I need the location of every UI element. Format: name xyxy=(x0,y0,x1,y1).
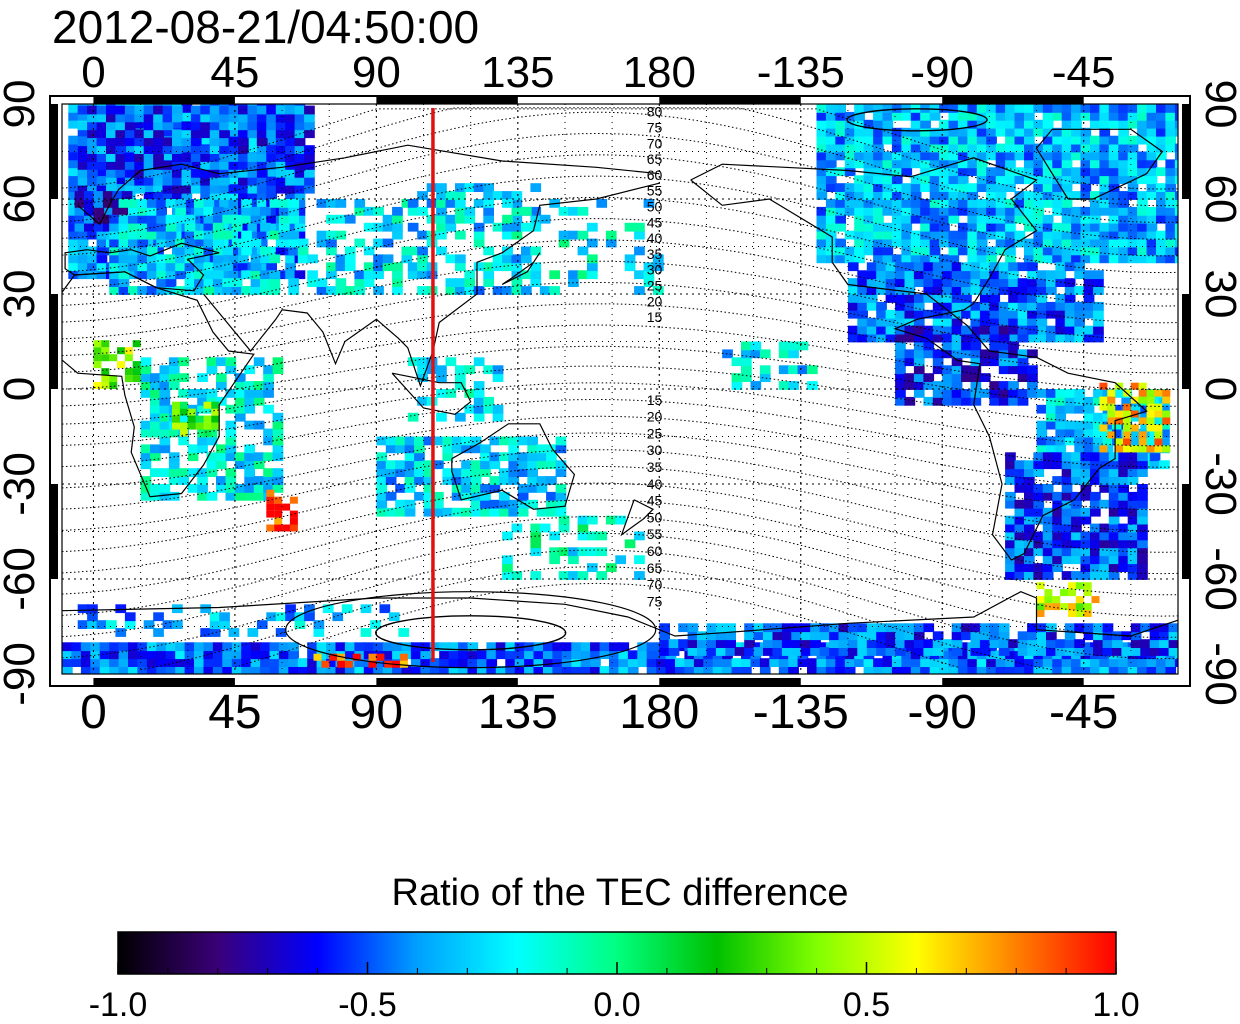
lat-tick-right: -30 xyxy=(1196,452,1240,516)
map-gridlines xyxy=(62,104,1178,674)
contour-label: 35 xyxy=(647,459,663,475)
map-tick-labels: 0 0 45 45 90 90 135 135 180 180 -135 -135 -90 -90 -45 -… xyxy=(0,48,1240,739)
contour-label: 70 xyxy=(647,577,663,593)
lat-tick-left: 0 xyxy=(0,377,44,401)
lat-tick-left: 90 xyxy=(0,80,44,129)
north-magnetic-oval xyxy=(846,108,988,132)
contour-label: 45 xyxy=(647,493,663,509)
contour-label: 60 xyxy=(647,167,663,183)
lon-tick-top: 135 xyxy=(481,48,554,97)
contour-label: 80 xyxy=(647,104,663,120)
lon-tick-bottom: 180 xyxy=(619,686,699,739)
lon-tick-bottom: -45 xyxy=(1049,686,1118,739)
lat-tick-right: -90 xyxy=(1196,642,1240,706)
lon-tick-top: 0 xyxy=(81,48,105,97)
lon-tick-bottom: 90 xyxy=(350,686,403,739)
contour-label: 25 xyxy=(647,425,663,441)
contour-label: 70 xyxy=(647,135,663,151)
lon-tick-top: 90 xyxy=(352,48,401,97)
tec-data-patches xyxy=(62,104,1178,674)
contour-label: 25 xyxy=(647,278,663,294)
coastlines xyxy=(62,128,1178,637)
colorbar-tick-label: -1.0 xyxy=(89,986,148,1024)
colorbar: -1.0 -0.5 0.0 0.5 1.0 xyxy=(89,931,1140,1024)
contour-label: 40 xyxy=(647,230,663,246)
contour-label: 20 xyxy=(647,409,663,425)
lon-tick-bottom: -135 xyxy=(753,686,849,739)
contour-label: 55 xyxy=(647,526,663,542)
contour-label: 75 xyxy=(647,120,663,136)
lat-tick-left: -90 xyxy=(0,642,44,706)
lon-tick-bottom: 0 xyxy=(80,686,107,739)
contour-label: 15 xyxy=(647,392,663,408)
lon-tick-bottom: -90 xyxy=(908,686,977,739)
lon-tick-top: -45 xyxy=(1052,48,1116,97)
outer-frame xyxy=(49,95,1191,687)
lat-tick-left: -30 xyxy=(0,452,44,516)
contour-label: 20 xyxy=(647,293,663,309)
map-frame xyxy=(49,95,1191,687)
lat-tick-right: 60 xyxy=(1196,175,1240,224)
contour-label: 55 xyxy=(647,183,663,199)
contour-label: 50 xyxy=(647,509,663,525)
lat-tick-left: -60 xyxy=(0,547,44,611)
colorbar-tick-label: 1.0 xyxy=(1092,986,1139,1024)
lat-tick-left: 30 xyxy=(0,270,44,319)
lat-tick-left: 60 xyxy=(0,175,44,224)
contour-label: 65 xyxy=(647,151,663,167)
contour-label: 40 xyxy=(647,476,663,492)
colorbar-tick-label: 0.0 xyxy=(593,986,640,1024)
contour-label: 50 xyxy=(647,199,663,215)
magnetic-latitude-contours xyxy=(62,107,1178,671)
colorbar-title: Ratio of the TEC difference xyxy=(391,872,849,914)
lat-tick-right: -60 xyxy=(1196,547,1240,611)
contour-label: 30 xyxy=(647,262,663,278)
timestamp: 2012-08-21/04:50:00 xyxy=(52,1,480,53)
contour-label: 15 xyxy=(647,309,663,325)
lat-tick-right: 30 xyxy=(1196,270,1240,319)
lon-tick-bottom: 135 xyxy=(478,686,558,739)
south-magnetic-oval-outer xyxy=(285,591,657,669)
contour-labels: 8075706560555045403530252015152025303540… xyxy=(647,104,663,610)
contour-label: 30 xyxy=(647,442,663,458)
lon-tick-top: 180 xyxy=(623,48,696,97)
lon-tick-top: 45 xyxy=(210,48,259,97)
lat-tick-right: 90 xyxy=(1196,80,1240,129)
colorbar-tick-label: 0.5 xyxy=(843,986,890,1024)
contour-label: 45 xyxy=(647,214,663,230)
lon-tick-top: -135 xyxy=(757,48,845,97)
south-magnetic-oval xyxy=(375,615,567,651)
contour-label: 35 xyxy=(647,246,663,262)
lat-tick-right: 0 xyxy=(1196,377,1240,401)
plot-frame xyxy=(61,103,1179,675)
contour-label: 65 xyxy=(647,560,663,576)
colorbar-tick-label: -0.5 xyxy=(338,986,397,1024)
lon-tick-bottom: 45 xyxy=(208,686,261,739)
lon-tick-top: -90 xyxy=(910,48,974,97)
contour-label: 75 xyxy=(647,593,663,609)
contour-label: 60 xyxy=(647,543,663,559)
